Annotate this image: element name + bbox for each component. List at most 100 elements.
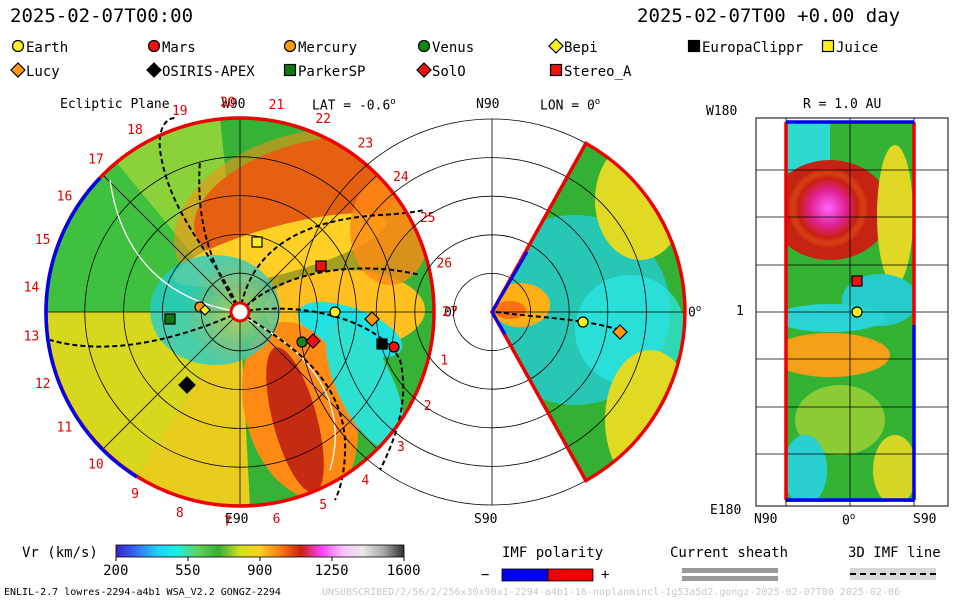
legend-marker-icon — [417, 39, 431, 53]
carrington-label: 16 — [57, 190, 73, 205]
ecliptic-boundary-negative — [44, 176, 138, 479]
map-x-label-s90: S90 — [913, 512, 937, 527]
carrington-label: 1 — [440, 353, 448, 368]
map-x-label-n90: N90 — [754, 512, 778, 527]
carrington-label: 4 — [361, 473, 369, 488]
ecliptic-right-label: 0o — [444, 304, 458, 321]
carrington-label: 24 — [393, 170, 409, 185]
map-frame — [755, 117, 949, 507]
legend-parkersp: ParkerSP — [282, 62, 365, 80]
marker-juice — [251, 236, 263, 248]
carrington-label: 12 — [35, 377, 51, 392]
carrington-label: 2 — [424, 399, 432, 414]
carrington-label: 21 — [269, 98, 285, 113]
marker-mars — [388, 341, 400, 353]
legend-bepi: Bepi — [548, 38, 598, 56]
imf-plus-sign: + — [601, 567, 610, 583]
carrington-label: 22 — [315, 112, 331, 127]
carrington-label: 17 — [88, 152, 104, 167]
marker-venus — [296, 336, 308, 348]
meridional-marker-earth — [577, 316, 589, 328]
carrington-label: 18 — [127, 123, 143, 138]
legend-lucy: Lucy — [10, 62, 60, 80]
carrington-label: 3 — [397, 440, 405, 455]
colorbar-tick-label: 1250 — [314, 563, 349, 579]
carrington-label: 14 — [24, 281, 40, 296]
map-bottom-left-label: E180 — [710, 503, 742, 518]
legend-mars: Mars — [146, 38, 196, 56]
carrington-label: 8 — [176, 506, 184, 521]
ecliptic-bottom-label: E90 — [225, 512, 249, 527]
legend-label: Juice — [836, 40, 879, 56]
legend-stereo-a: Stereo_A — [548, 62, 631, 80]
marker-europaclippr — [376, 338, 388, 350]
legend-europaclippr: EuropaClippr — [686, 38, 803, 56]
legend-marker-icon — [821, 39, 835, 53]
ecliptic-top-label: W90 — [222, 97, 246, 112]
legend-marker-icon — [283, 63, 297, 77]
marker-earth — [329, 306, 341, 318]
velocity-colorbar — [115, 544, 405, 558]
meridional-neg-edge-south — [490, 311, 507, 335]
legend-label: Mercury — [298, 40, 358, 56]
carrington-label: 26 — [436, 257, 452, 272]
legend-marker-icon — [10, 62, 26, 78]
legend-label: Bepi — [564, 40, 598, 56]
legend-marker-icon — [283, 39, 297, 53]
legend-label: EuropaClippr — [702, 40, 804, 56]
map-mid-left-label: 1 — [736, 304, 744, 319]
imf-line-label: 3D IMF line — [848, 545, 941, 561]
carrington-label: 20 — [220, 95, 236, 110]
carrington-label: 5 — [319, 498, 327, 513]
carrington-label: 11 — [57, 420, 73, 435]
imf-minus-sign: − — [481, 567, 490, 583]
current-sheath-label: Current sheath — [670, 545, 789, 561]
legend-label: SolO — [432, 64, 466, 80]
legend-marker-icon — [11, 39, 25, 53]
map-r-label: R = 1.0 AU — [803, 97, 882, 112]
legend-label: Venus — [432, 40, 475, 56]
marker-bepi — [199, 304, 211, 316]
marker-parkersp — [164, 313, 176, 325]
carrington-label: 27 — [442, 305, 458, 320]
carrington-label: 13 — [24, 329, 40, 344]
imf-negative-swatch — [501, 568, 549, 582]
carrington-label: 25 — [420, 211, 436, 226]
legend-marker-icon — [147, 39, 161, 53]
carrington-label: 9 — [131, 487, 139, 502]
ecliptic-title: Ecliptic Plane — [60, 97, 170, 112]
imf-polarity-label: IMF polarity — [502, 545, 604, 561]
legend-label: OSIRIS-APEX — [162, 64, 255, 80]
legend-earth: Earth — [10, 38, 68, 56]
legend-marker-icon — [146, 62, 162, 78]
legend-marker-icon — [549, 63, 563, 77]
marker-stereo-a — [315, 260, 327, 272]
colorbar-tick-label: 1600 — [386, 563, 421, 579]
marker-osiris-apex — [178, 376, 196, 394]
carrington-label: 15 — [35, 233, 51, 248]
legend-osiris-apex: OSIRIS-APEX — [146, 62, 255, 80]
map-velocity-field — [785, 122, 915, 502]
carrington-label: 10 — [88, 458, 104, 473]
meridional-bottom-label: S90 — [474, 512, 498, 527]
carrington-label: 19 — [172, 104, 188, 119]
ecliptic-lat-label: LAT = -0.6o — [312, 97, 396, 114]
colorbar-tick-label: 550 — [175, 563, 201, 579]
colorbar-ticks — [115, 557, 405, 561]
legend-juice: Juice — [820, 38, 878, 56]
meridional-marker-lucy — [612, 324, 628, 340]
map-marker-stereo-a — [851, 275, 863, 287]
carrington-label: 6 — [273, 512, 281, 527]
legend-marker-icon — [548, 38, 564, 54]
carrington-label: 7 — [224, 515, 232, 530]
current-sheath-swatch — [682, 568, 778, 581]
colorbar-tick-label: 900 — [247, 563, 273, 579]
meridional-right-label: 0o — [688, 304, 702, 321]
legend-label: Mars — [162, 40, 196, 56]
legend-label: Stereo_A — [564, 64, 632, 80]
sun-icon — [229, 301, 251, 323]
legend-label: ParkerSP — [298, 64, 366, 80]
footer-model-info: ENLIL-2.7 lowres-2294-a4b1 WSA_V2.2 GONG… — [4, 587, 281, 598]
marker-solo — [305, 333, 321, 349]
spacecraft-markers — [164, 236, 863, 394]
